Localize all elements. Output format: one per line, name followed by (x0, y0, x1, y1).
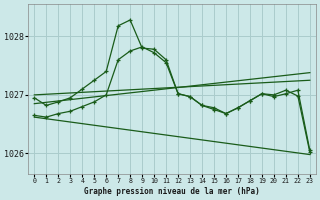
X-axis label: Graphe pression niveau de la mer (hPa): Graphe pression niveau de la mer (hPa) (84, 187, 260, 196)
